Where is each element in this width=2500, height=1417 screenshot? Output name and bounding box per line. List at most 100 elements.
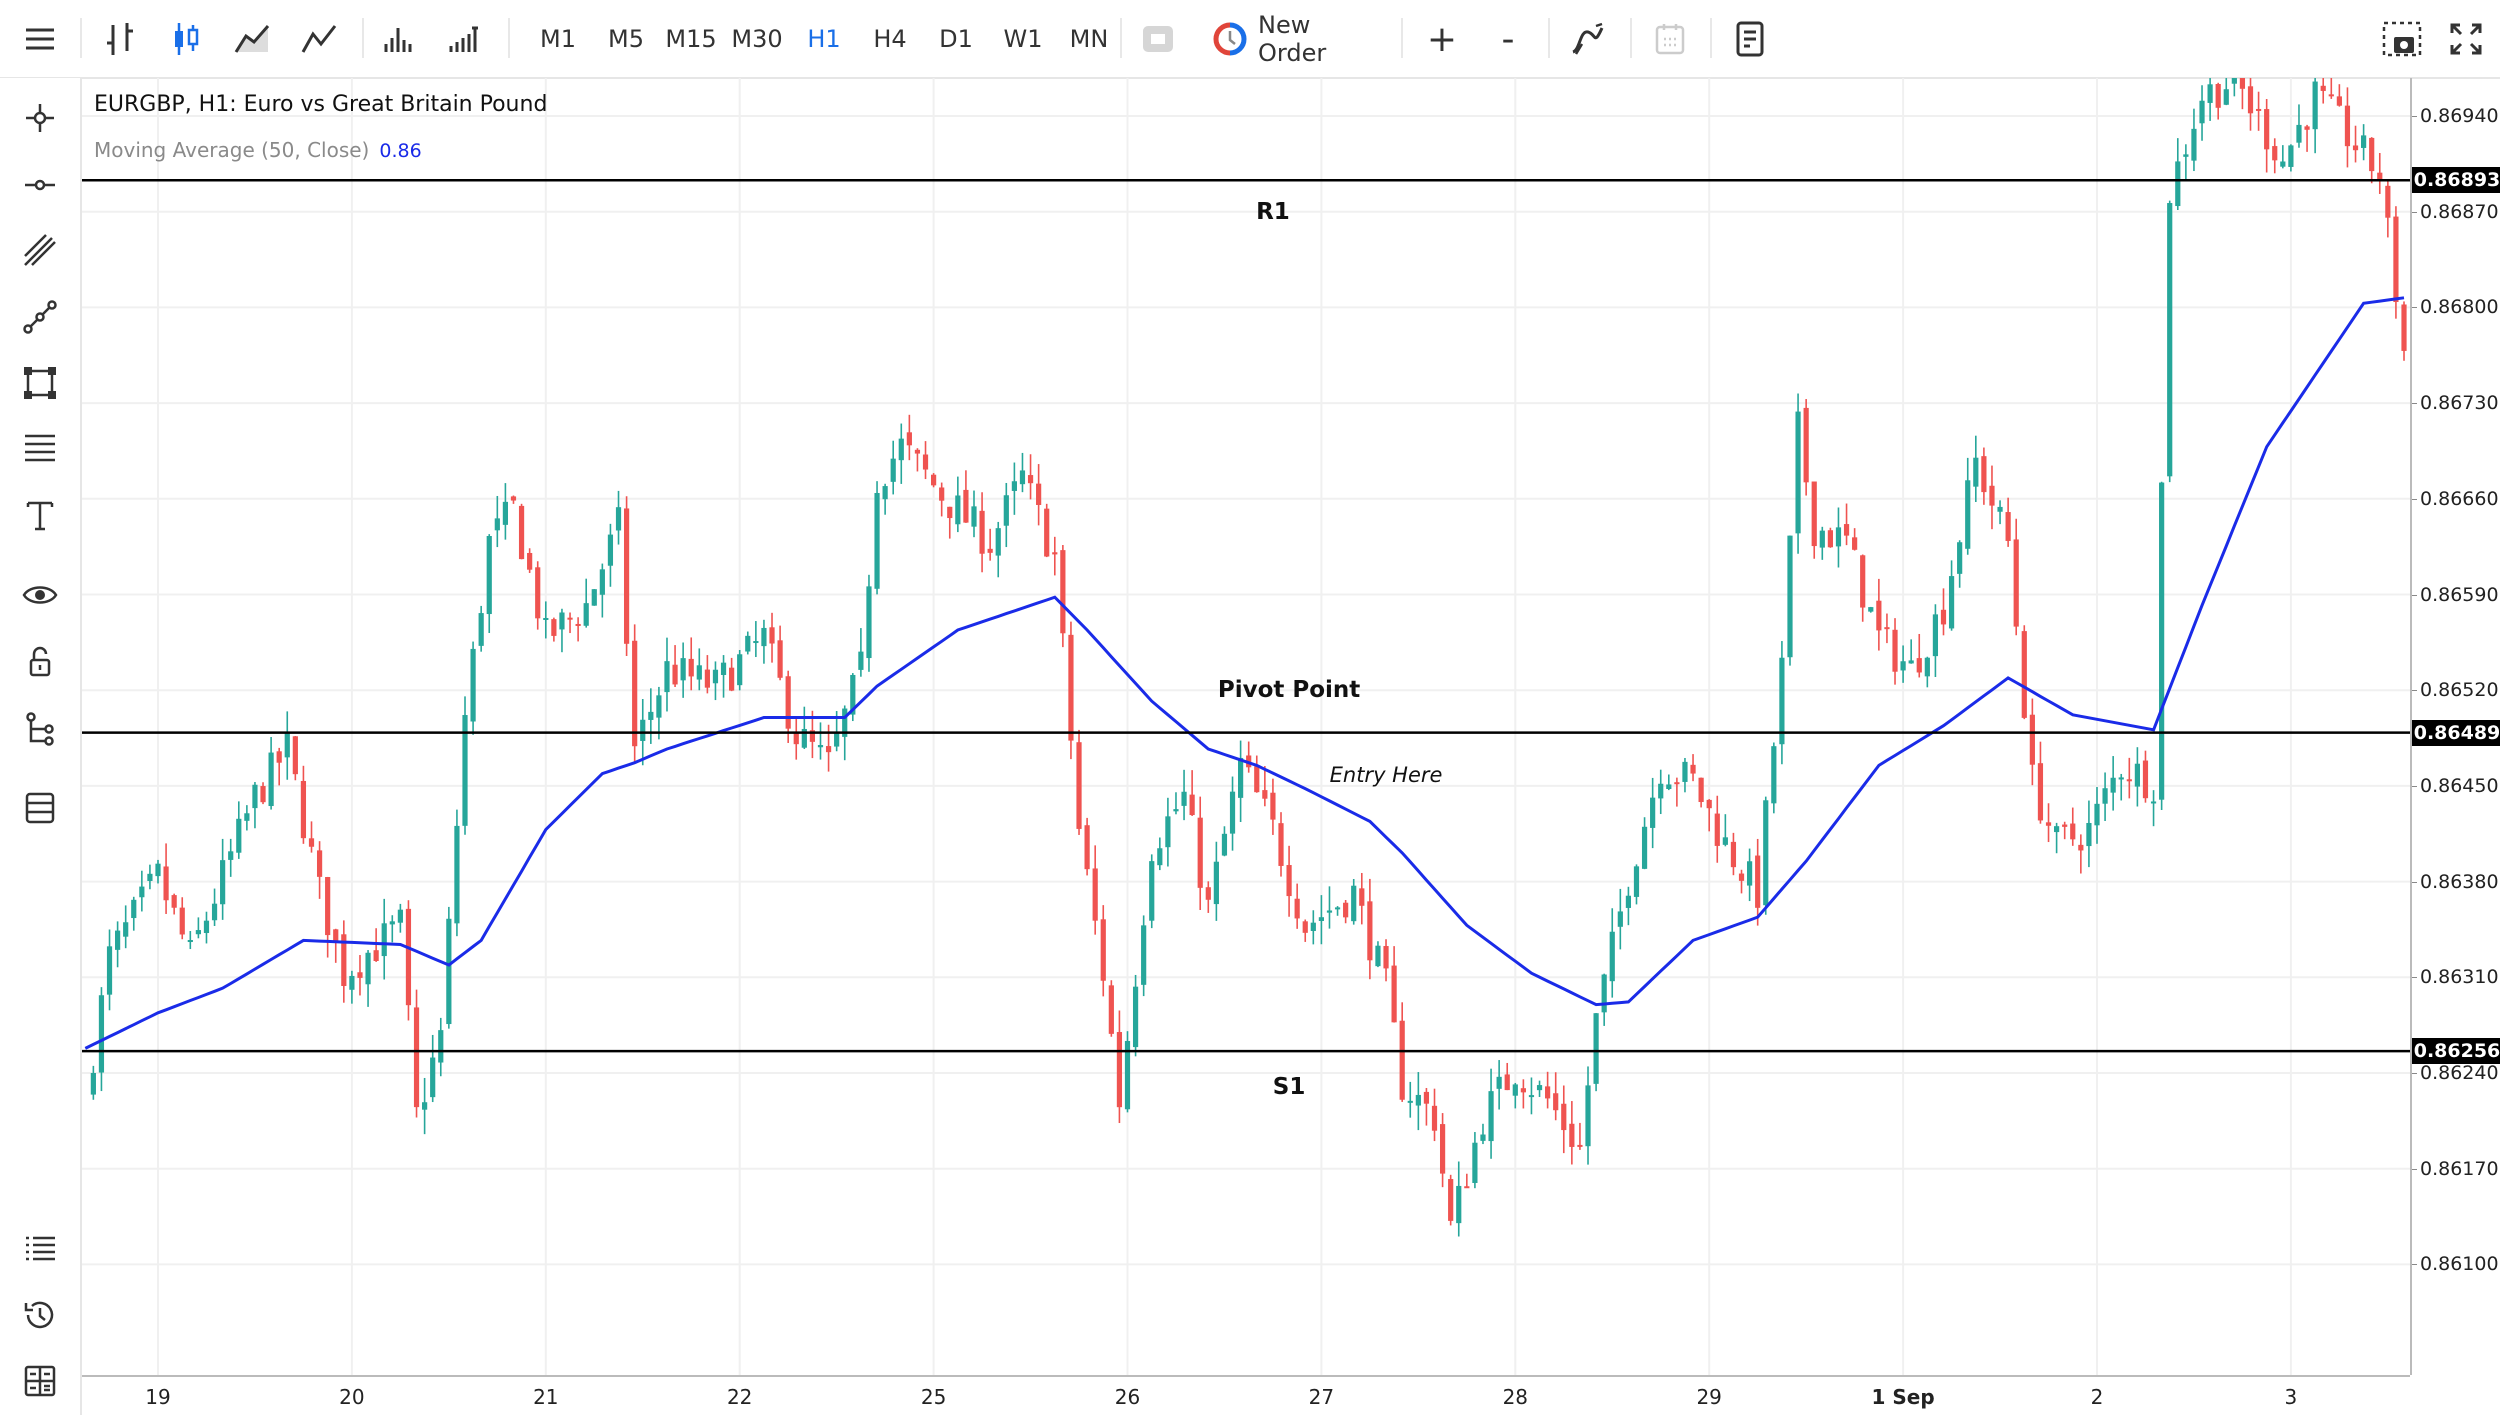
templates-icon[interactable]	[1728, 14, 1772, 64]
logo-icon	[1210, 14, 1250, 64]
candle-bullish	[1488, 1091, 1494, 1142]
time-tick: 3	[2284, 1385, 2298, 1409]
timeframe-mn[interactable]: MN	[1069, 25, 1109, 53]
calendar-icon[interactable]	[1648, 14, 1692, 64]
timeframe-m1[interactable]: M1	[540, 25, 576, 53]
candle-bullish	[397, 909, 403, 923]
candle-bullish	[2183, 154, 2189, 157]
candle-bullish	[478, 613, 484, 646]
annotation-entry-here[interactable]: Entry Here	[1329, 762, 1443, 787]
candle-bullish	[131, 899, 137, 919]
candle-bullish	[2150, 801, 2157, 804]
text-icon[interactable]	[18, 493, 62, 537]
candle-bullish	[115, 930, 121, 950]
candle-bullish	[1682, 761, 1688, 782]
calculator-icon[interactable]	[18, 1359, 62, 1403]
candle-bearish	[1060, 550, 1066, 634]
candle-bullish	[1593, 1013, 1599, 1084]
line-chart-icon[interactable]	[297, 14, 341, 64]
candle-bearish	[2304, 126, 2310, 130]
candle-bearish	[2215, 84, 2221, 108]
timeframe-m5[interactable]: M5	[608, 25, 644, 53]
indicators-icon[interactable]	[1566, 14, 1610, 64]
candle-bullish	[1141, 925, 1147, 985]
candle-bullish	[1472, 1142, 1478, 1183]
bar-chart-icon[interactable]	[98, 14, 142, 64]
horizontal-line-icon[interactable]	[18, 163, 62, 207]
crosshair-icon[interactable]	[18, 96, 62, 140]
candle-bullish	[155, 863, 161, 877]
top-toolbar: M1 M5 M15 M30 H1 H4 D1 W1 MN New Order + -	[0, 0, 2500, 79]
candle-bearish	[1367, 901, 1373, 961]
candle-bearish	[518, 505, 525, 560]
candle-bullish	[1900, 661, 1906, 671]
price-axis[interactable]: 0.86940 0.86870 0.86800 0.86730 0.86660 0.865…	[2410, 78, 2500, 1375]
candle-bullish	[220, 860, 226, 905]
candlestick-icon[interactable]	[164, 14, 208, 64]
volume-icon[interactable]	[377, 14, 421, 64]
timeframe-d1[interactable]: D1	[939, 25, 973, 53]
candle-bearish	[1262, 790, 1268, 799]
area-chart-icon[interactable]	[230, 14, 274, 64]
object-tree-icon[interactable]	[18, 707, 62, 751]
shapes-icon[interactable]	[18, 361, 62, 405]
time-axis[interactable]: 19 20 21 22 25 26 27 28 29 1 Sep 2 3	[82, 1375, 2410, 1417]
candle-bearish	[1205, 887, 1211, 900]
list-icon[interactable]	[18, 1226, 62, 1270]
trend-line-icon[interactable]	[18, 295, 62, 339]
zoom-in-button[interactable]: +	[1426, 18, 1458, 60]
candle-bullish	[244, 813, 250, 821]
candle-bullish	[817, 745, 824, 748]
candle-bullish	[761, 627, 767, 647]
candle-bullish	[2223, 89, 2229, 105]
timeframe-h4[interactable]: H4	[873, 25, 907, 53]
zoom-out-button[interactable]: -	[1501, 18, 1515, 60]
price-tick: 0.86100	[2412, 1253, 2499, 1276]
price-chart[interactable]	[82, 78, 2410, 1375]
candle-bearish	[1399, 1020, 1405, 1100]
timeframe-w1[interactable]: W1	[1003, 25, 1043, 53]
annotation-s1[interactable]: S1	[1272, 1073, 1306, 1100]
history-icon[interactable]	[18, 1293, 62, 1337]
candle-bullish	[1585, 1085, 1591, 1147]
candle-bearish	[632, 640, 638, 747]
fibonacci-icon[interactable]	[18, 426, 62, 470]
candle-bearish	[535, 567, 541, 619]
layers-icon[interactable]	[18, 786, 62, 830]
tick-volume-icon[interactable]	[442, 14, 486, 64]
candle-bullish	[559, 612, 565, 630]
timeframe-m30[interactable]: M30	[731, 25, 783, 53]
eye-icon[interactable]	[18, 573, 62, 617]
candle-bullish	[1181, 791, 1187, 806]
candle-bullish	[1310, 922, 1316, 931]
candle-bearish	[1197, 817, 1203, 888]
parallel-channel-icon[interactable]	[18, 228, 62, 272]
lock-icon[interactable]	[18, 640, 62, 684]
one-click-trading-icon[interactable]	[1136, 14, 1180, 64]
hamburger-icon[interactable]	[16, 14, 64, 64]
candle-bullish	[195, 930, 201, 935]
new-order-button[interactable]: New Order	[1258, 11, 1327, 67]
candle-bullish	[2191, 128, 2197, 161]
candle-bearish	[2062, 824, 2068, 827]
price-tick: 0.86730	[2412, 392, 2499, 415]
candle-bullish	[1868, 607, 1874, 612]
candle-bearish	[2377, 172, 2383, 181]
candle-bullish	[462, 715, 468, 826]
candle-bullish	[1722, 837, 1728, 845]
candle-bullish	[486, 536, 492, 615]
candle-bearish	[1343, 902, 1349, 918]
candle-bearish	[2126, 779, 2132, 782]
candle-bearish	[1286, 865, 1292, 897]
timeframe-h1[interactable]: H1	[807, 25, 841, 53]
annotation-r1[interactable]: R1	[1256, 198, 1290, 225]
fullscreen-icon[interactable]	[2444, 14, 2488, 64]
timeframe-m15[interactable]: M15	[665, 25, 717, 53]
candle-bullish	[737, 654, 743, 686]
annotation-pivot-point[interactable]: Pivot Point	[1217, 677, 1361, 704]
candle-bullish	[1238, 757, 1244, 798]
camera-icon[interactable]	[2378, 14, 2426, 64]
candle-bullish	[284, 733, 290, 758]
candle-bearish	[1730, 841, 1737, 868]
candle-bullish	[139, 886, 145, 898]
